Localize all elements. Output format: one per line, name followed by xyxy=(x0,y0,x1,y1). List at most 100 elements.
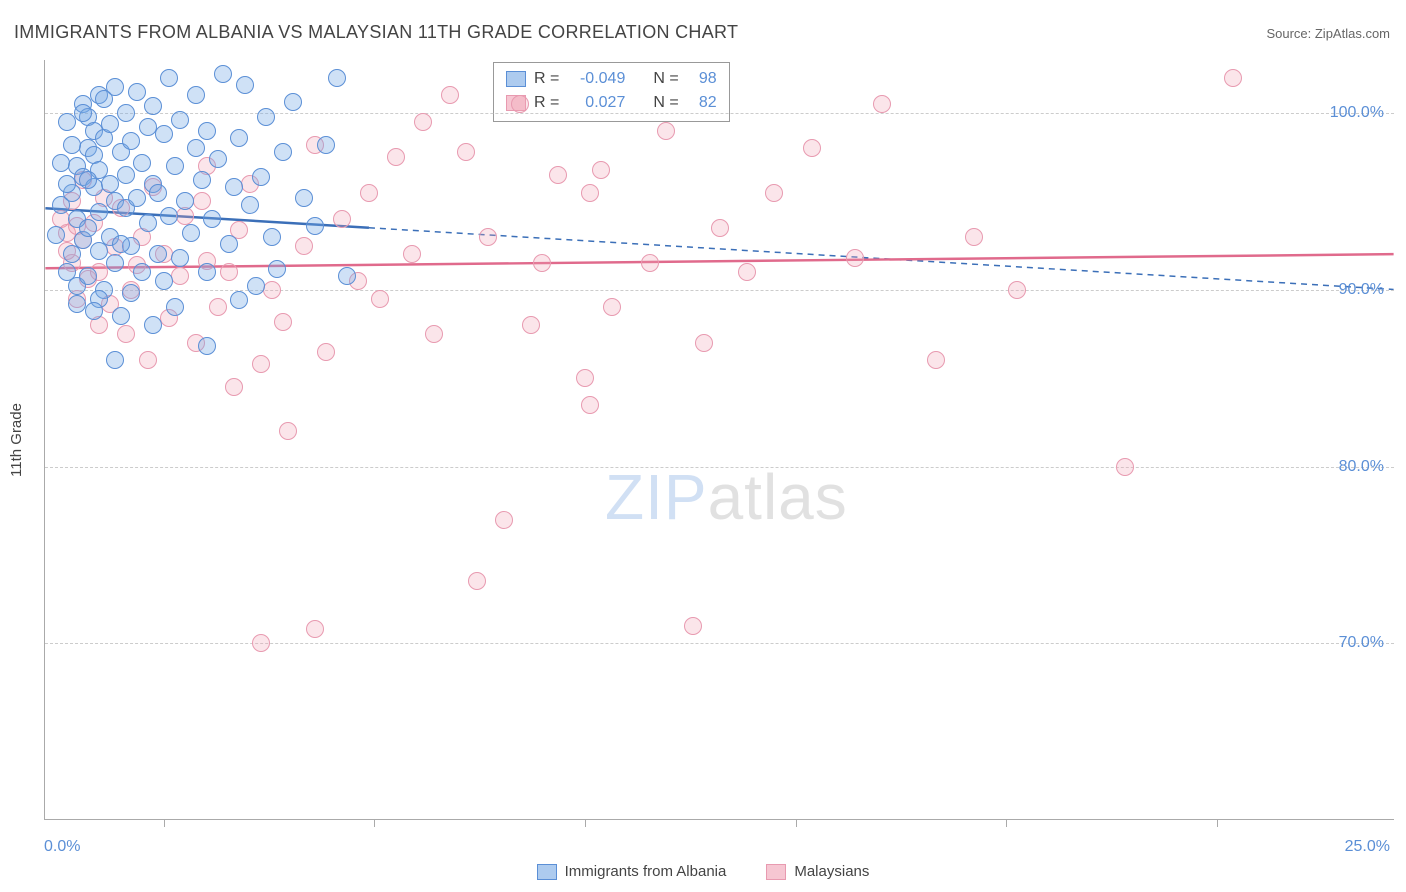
scatter-point-albania xyxy=(122,132,140,150)
scatter-point-albania xyxy=(68,295,86,313)
plot-area: R = -0.049 N = 98 R = 0.027 N = 82 ZIPat… xyxy=(44,60,1394,820)
scatter-point-malaysians xyxy=(1224,69,1242,87)
scatter-point-malaysians xyxy=(360,184,378,202)
x-tick xyxy=(374,819,375,827)
scatter-point-albania xyxy=(328,69,346,87)
bottom-legend: Immigrants from Albania Malaysians xyxy=(0,863,1406,880)
scatter-point-albania xyxy=(128,189,146,207)
x-axis-max-label: 25.0% xyxy=(1345,838,1390,856)
trend-lines xyxy=(45,60,1394,819)
scatter-point-albania xyxy=(79,171,97,189)
r-value-malaysians: 0.027 xyxy=(567,91,625,115)
scatter-point-albania xyxy=(52,154,70,172)
scatter-point-albania xyxy=(203,210,221,228)
r-label: R = xyxy=(534,67,559,91)
scatter-point-malaysians xyxy=(511,95,529,113)
x-tick xyxy=(585,819,586,827)
scatter-point-malaysians xyxy=(965,228,983,246)
scatter-point-albania xyxy=(160,69,178,87)
scatter-point-malaysians xyxy=(576,369,594,387)
scatter-point-malaysians xyxy=(457,143,475,161)
scatter-point-malaysians xyxy=(209,298,227,316)
legend-item-albania: Immigrants from Albania xyxy=(537,863,727,880)
gridline xyxy=(45,113,1394,114)
scatter-point-albania xyxy=(133,154,151,172)
source-label: Source: ZipAtlas.com xyxy=(1266,26,1390,41)
stats-row-malaysians: R = 0.027 N = 82 xyxy=(506,91,717,115)
scatter-point-malaysians xyxy=(171,267,189,285)
scatter-point-albania xyxy=(58,113,76,131)
x-tick xyxy=(1217,819,1218,827)
scatter-point-malaysians xyxy=(765,184,783,202)
scatter-point-malaysians xyxy=(139,351,157,369)
scatter-point-malaysians xyxy=(425,325,443,343)
scatter-point-albania xyxy=(101,115,119,133)
scatter-point-albania xyxy=(338,267,356,285)
n-label: N = xyxy=(653,91,678,115)
y-tick-label: 80.0% xyxy=(1339,458,1384,476)
scatter-point-malaysians xyxy=(846,249,864,267)
scatter-point-albania xyxy=(117,104,135,122)
scatter-point-malaysians xyxy=(225,378,243,396)
scatter-point-malaysians xyxy=(479,228,497,246)
swatch-blue-icon xyxy=(537,864,557,880)
scatter-point-albania xyxy=(112,235,130,253)
scatter-point-albania xyxy=(144,316,162,334)
n-label: N = xyxy=(653,67,678,91)
scatter-point-albania xyxy=(149,245,167,263)
scatter-point-malaysians xyxy=(371,290,389,308)
x-tick xyxy=(1006,819,1007,827)
scatter-point-albania xyxy=(176,192,194,210)
scatter-point-albania xyxy=(166,298,184,316)
scatter-point-albania xyxy=(47,226,65,244)
scatter-point-malaysians xyxy=(317,343,335,361)
scatter-point-albania xyxy=(306,217,324,235)
scatter-point-albania xyxy=(128,83,146,101)
scatter-point-albania xyxy=(139,214,157,232)
n-value-malaysians: 82 xyxy=(687,91,717,115)
scatter-point-albania xyxy=(95,90,113,108)
scatter-point-malaysians xyxy=(295,237,313,255)
scatter-point-malaysians xyxy=(279,422,297,440)
scatter-point-malaysians xyxy=(414,113,432,131)
scatter-point-malaysians xyxy=(220,263,238,281)
scatter-point-malaysians xyxy=(711,219,729,237)
scatter-point-albania xyxy=(214,65,232,83)
scatter-point-albania xyxy=(182,224,200,242)
scatter-point-malaysians xyxy=(193,192,211,210)
scatter-point-albania xyxy=(171,111,189,129)
scatter-point-malaysians xyxy=(1116,458,1134,476)
scatter-point-albania xyxy=(274,143,292,161)
r-label: R = xyxy=(534,91,559,115)
watermark: ZIPatlas xyxy=(605,460,848,534)
scatter-point-albania xyxy=(106,254,124,272)
x-tick xyxy=(164,819,165,827)
scatter-point-malaysians xyxy=(927,351,945,369)
legend-item-malaysians: Malaysians xyxy=(766,863,869,880)
swatch-pink-icon xyxy=(766,864,786,880)
scatter-point-malaysians xyxy=(549,166,567,184)
scatter-point-malaysians xyxy=(738,263,756,281)
swatch-blue-icon xyxy=(506,71,526,87)
legend-label-albania: Immigrants from Albania xyxy=(565,863,727,880)
scatter-point-albania xyxy=(63,136,81,154)
scatter-point-malaysians xyxy=(117,325,135,343)
scatter-point-albania xyxy=(198,337,216,355)
scatter-point-malaysians xyxy=(403,245,421,263)
scatter-point-albania xyxy=(106,351,124,369)
scatter-point-malaysians xyxy=(581,184,599,202)
scatter-point-albania xyxy=(122,284,140,302)
scatter-point-albania xyxy=(268,260,286,278)
scatter-point-albania xyxy=(295,189,313,207)
scatter-point-malaysians xyxy=(1008,281,1026,299)
scatter-point-albania xyxy=(160,207,178,225)
scatter-point-malaysians xyxy=(592,161,610,179)
scatter-point-malaysians xyxy=(495,511,513,529)
scatter-point-malaysians xyxy=(873,95,891,113)
scatter-point-malaysians xyxy=(263,281,281,299)
scatter-point-albania xyxy=(112,307,130,325)
scatter-point-albania xyxy=(257,108,275,126)
scatter-point-albania xyxy=(171,249,189,267)
scatter-point-malaysians xyxy=(684,617,702,635)
scatter-point-albania xyxy=(166,157,184,175)
